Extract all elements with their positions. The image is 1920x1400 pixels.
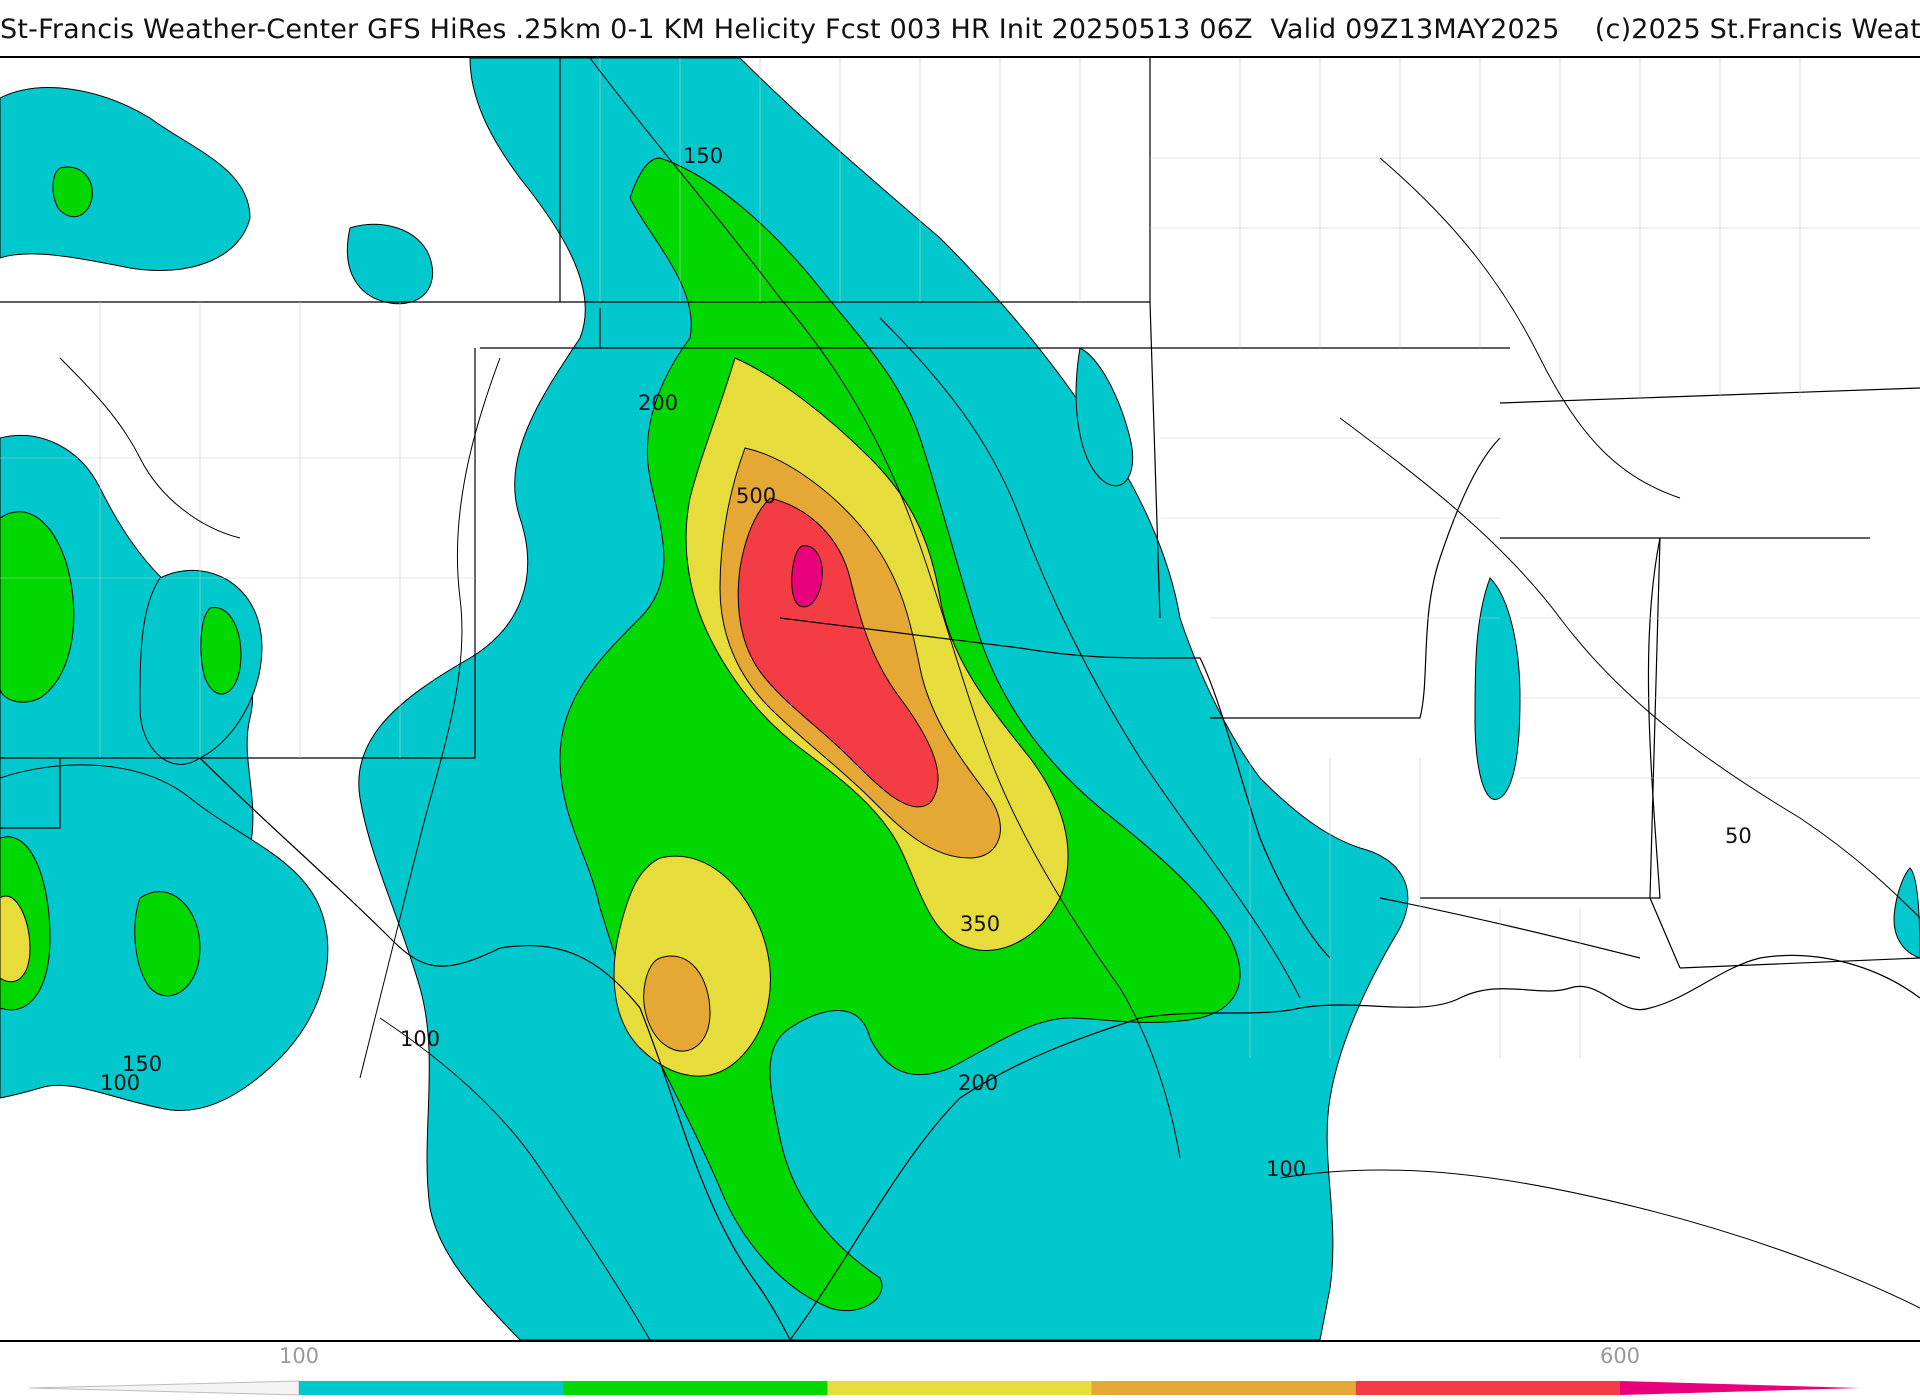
legend-high-arrow <box>1620 1381 1860 1395</box>
state-borders <box>0 58 1920 1340</box>
legend-swatch <box>299 1381 564 1395</box>
legend-swatch <box>1355 1381 1621 1395</box>
contour-label: 100 <box>1266 1157 1306 1181</box>
band-450-600 <box>737 497 939 808</box>
contour-label-group: 150 200 500 350 200 100 150 100 100 50 <box>100 144 1752 1181</box>
contour-label: 100 <box>400 1027 440 1051</box>
legend-tick: 100 <box>279 1344 319 1368</box>
legend-tick: 600 <box>1600 1344 1640 1368</box>
helicity-map: 150 200 500 350 200 100 150 100 100 50 <box>0 58 1920 1340</box>
contour-label: 100 <box>100 1071 140 1095</box>
color-legend: 100 600 <box>29 1344 1860 1396</box>
contour-label: 500 <box>736 484 776 508</box>
legend-swatches <box>299 1381 1621 1395</box>
helicity-contours <box>59 58 1920 1340</box>
coastline <box>789 954 1920 1340</box>
legend-swatch <box>563 1381 828 1395</box>
contour-label: 200 <box>958 1071 998 1095</box>
county-borders <box>0 58 1920 1058</box>
band-600-plus <box>791 545 823 608</box>
contour-label: 150 <box>683 144 723 168</box>
map-title: St-Francis Weather-Center GFS HiRes .25k… <box>0 14 1920 45</box>
legend-low-arrow <box>29 1380 300 1396</box>
map-area: 150 200 500 350 200 100 150 100 100 50 <box>0 56 1920 1342</box>
contour-label: 50 <box>1725 824 1752 848</box>
contour-label: 150 <box>122 1052 162 1076</box>
contour-label: 350 <box>960 912 1000 936</box>
contour-label: 200 <box>638 391 678 415</box>
legend-swatch <box>1091 1381 1357 1395</box>
legend-swatch <box>827 1381 1093 1395</box>
